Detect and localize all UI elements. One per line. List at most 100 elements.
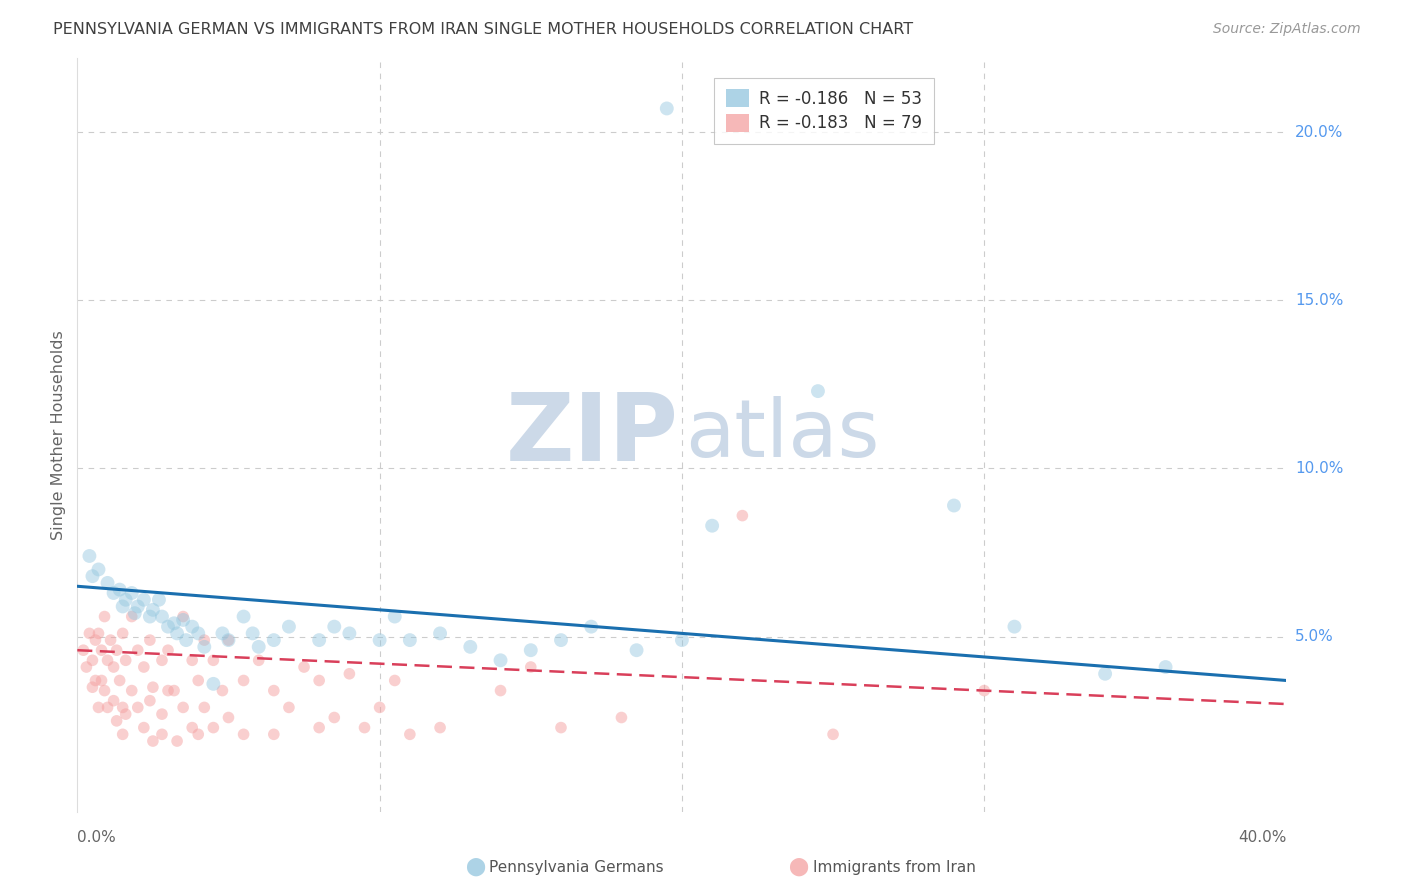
Point xyxy=(132,660,155,674)
Point xyxy=(610,710,633,724)
Point xyxy=(263,727,285,741)
Point xyxy=(232,727,254,741)
Point xyxy=(121,609,143,624)
Point xyxy=(132,592,155,607)
Point xyxy=(172,613,194,627)
Point xyxy=(72,643,94,657)
Point xyxy=(193,640,215,654)
Text: atlas: atlas xyxy=(686,396,880,474)
Text: 5.0%: 5.0% xyxy=(1295,629,1333,644)
Point xyxy=(211,626,233,640)
Point xyxy=(108,673,131,688)
Point xyxy=(142,603,165,617)
Point xyxy=(114,653,136,667)
Point xyxy=(111,599,134,614)
Point xyxy=(181,721,204,735)
Point xyxy=(242,626,264,640)
Point xyxy=(150,609,173,624)
Point xyxy=(193,633,215,648)
Point xyxy=(157,643,180,657)
Point xyxy=(121,586,143,600)
Point xyxy=(323,620,346,634)
Point xyxy=(232,673,254,688)
Point xyxy=(93,683,115,698)
Point xyxy=(124,606,146,620)
Text: Pennsylvania Germans: Pennsylvania Germans xyxy=(489,860,664,874)
Point xyxy=(368,700,391,714)
Point xyxy=(399,727,422,741)
Point xyxy=(103,586,125,600)
Text: ⬤: ⬤ xyxy=(789,858,808,876)
Point xyxy=(263,683,285,698)
Text: ZIP: ZIP xyxy=(505,389,678,481)
Text: PENNSYLVANIA GERMAN VS IMMIGRANTS FROM IRAN SINGLE MOTHER HOUSEHOLDS CORRELATION: PENNSYLVANIA GERMAN VS IMMIGRANTS FROM I… xyxy=(53,22,914,37)
Point xyxy=(114,592,136,607)
Text: 20.0%: 20.0% xyxy=(1295,125,1343,139)
Point xyxy=(174,633,197,648)
Point xyxy=(807,384,830,398)
Point xyxy=(166,734,188,748)
Point xyxy=(127,599,149,614)
Point xyxy=(202,677,225,691)
Point xyxy=(93,609,115,624)
Point xyxy=(187,727,209,741)
Point xyxy=(90,673,112,688)
Point xyxy=(108,582,131,597)
Point xyxy=(105,714,128,728)
Point xyxy=(172,609,194,624)
Point xyxy=(150,653,173,667)
Point xyxy=(114,707,136,722)
Point xyxy=(166,626,188,640)
Point xyxy=(458,640,481,654)
Point xyxy=(127,643,149,657)
Point xyxy=(1154,660,1177,674)
Point xyxy=(489,653,512,667)
Text: 40.0%: 40.0% xyxy=(1239,830,1286,846)
Point xyxy=(163,616,186,631)
Point xyxy=(731,508,754,523)
Point xyxy=(520,660,543,674)
Point xyxy=(211,683,233,698)
Point xyxy=(172,700,194,714)
Point xyxy=(111,700,134,714)
Point xyxy=(489,683,512,698)
Text: 0.0%: 0.0% xyxy=(77,830,117,846)
Point xyxy=(655,102,678,116)
Point xyxy=(218,633,240,648)
Point xyxy=(75,660,97,674)
Point xyxy=(193,700,215,714)
Point xyxy=(87,562,110,576)
Point xyxy=(139,633,162,648)
Point xyxy=(187,673,209,688)
Point xyxy=(84,673,107,688)
Text: Immigrants from Iran: Immigrants from Iran xyxy=(813,860,976,874)
Point xyxy=(520,643,543,657)
Point xyxy=(942,499,965,513)
Point xyxy=(84,633,107,648)
Point xyxy=(142,734,165,748)
Point xyxy=(100,633,122,648)
Point xyxy=(132,721,155,735)
Point xyxy=(308,673,330,688)
Point xyxy=(278,620,301,634)
Point xyxy=(368,633,391,648)
Point xyxy=(218,633,240,648)
Point xyxy=(202,721,225,735)
Point xyxy=(247,653,270,667)
Y-axis label: Single Mother Households: Single Mother Households xyxy=(51,330,66,540)
Point xyxy=(87,626,110,640)
Text: Source: ZipAtlas.com: Source: ZipAtlas.com xyxy=(1213,22,1361,37)
Point xyxy=(82,569,104,583)
Point xyxy=(139,609,162,624)
Point xyxy=(263,633,285,648)
Point xyxy=(384,609,406,624)
Point xyxy=(111,626,134,640)
Point xyxy=(353,721,375,735)
Point xyxy=(111,727,134,741)
Point xyxy=(127,700,149,714)
Point xyxy=(90,643,112,657)
Point xyxy=(82,653,104,667)
Point xyxy=(671,633,693,648)
Point xyxy=(702,518,724,533)
Point xyxy=(337,666,360,681)
